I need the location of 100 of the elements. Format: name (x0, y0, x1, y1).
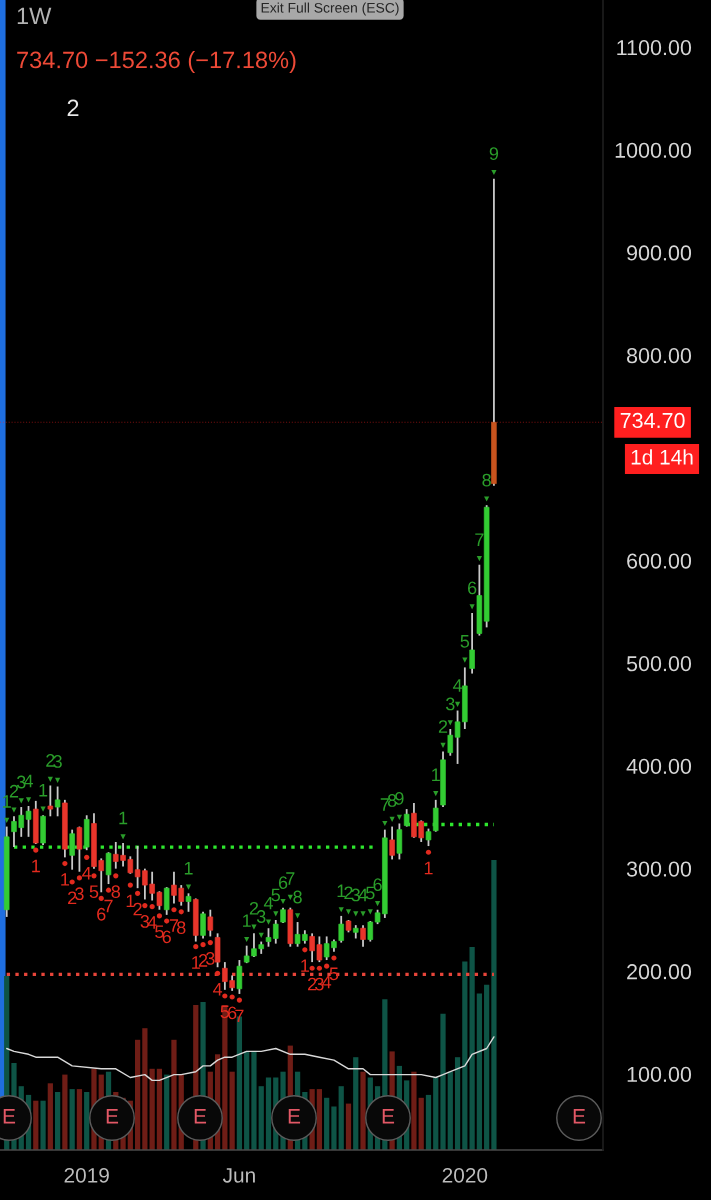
bar (222, 1005, 228, 1150)
point (222, 993, 228, 999)
y-tick-label: 300.00 (626, 861, 692, 877)
point (338, 907, 344, 913)
annotation: 5 (460, 635, 470, 648)
point (18, 798, 24, 804)
y-tick-label: 1100.00 (617, 40, 692, 56)
y-tick-label: 900.00 (627, 245, 692, 261)
annotation: 1 (192, 956, 200, 969)
point (200, 942, 206, 948)
bar (469, 947, 475, 1150)
candlestick (207, 908, 214, 938)
point (345, 909, 352, 915)
point (113, 873, 119, 879)
bar (54, 1092, 61, 1150)
candlestick (433, 798, 439, 833)
candlestick (360, 924, 366, 948)
annotation: 6 (162, 930, 171, 944)
y-tick-label: 500.00 (626, 656, 692, 672)
point (324, 963, 330, 969)
point (47, 776, 53, 782)
point (236, 997, 243, 1003)
point (135, 890, 141, 896)
text: 1d 14h (631, 449, 693, 465)
text: 734.70 −152.36 (−17.18%) (17, 51, 296, 73)
annotation: 2 (133, 902, 142, 916)
annotation: 1 (337, 884, 346, 898)
bar (360, 1071, 366, 1150)
candlestick (69, 828, 75, 871)
bar (229, 1071, 235, 1150)
candlestick (163, 886, 170, 916)
bar (134, 1039, 141, 1150)
bar (142, 1028, 148, 1150)
annotation: 3 (256, 910, 266, 923)
bar (251, 1051, 257, 1150)
annotation: 9 (489, 147, 499, 160)
bar (418, 1097, 424, 1150)
annotation: 4 (452, 679, 463, 692)
point (331, 955, 337, 961)
point (164, 918, 170, 924)
point (244, 936, 250, 943)
point (25, 797, 32, 803)
annotation: 1 (243, 914, 251, 927)
bar (411, 1071, 417, 1150)
annotation: E (573, 1109, 586, 1124)
x-tick-label: 2019 (64, 1167, 109, 1183)
point (396, 814, 402, 820)
bar (40, 1100, 46, 1150)
annotation: 2 (308, 977, 317, 991)
ref-line-label: 734.70 (620, 412, 685, 429)
bar (84, 1092, 90, 1150)
annotation: 4 (212, 983, 223, 996)
point (149, 904, 155, 910)
annotation: E (194, 1109, 207, 1124)
bar (338, 1086, 344, 1150)
point (447, 720, 453, 726)
bar (476, 993, 482, 1150)
annotation: 8 (293, 890, 302, 904)
bar (149, 1068, 155, 1150)
annotation: 6 (97, 907, 106, 921)
annotation: 2 (249, 901, 259, 915)
point (171, 907, 177, 913)
annotation: 3 (205, 952, 215, 965)
bar (69, 1089, 75, 1150)
x-tick-label: 2020 (442, 1167, 488, 1183)
point (33, 847, 39, 853)
bar (345, 1103, 352, 1150)
annotation: 6 (278, 876, 288, 889)
annotation: E (382, 1109, 395, 1124)
point (84, 854, 90, 860)
annotation: 1 (32, 859, 40, 873)
annotation: 2 (46, 754, 55, 767)
bar (454, 1057, 461, 1150)
y-tick-label: 600.00 (627, 553, 692, 569)
point (62, 860, 68, 867)
bar (156, 1068, 163, 1150)
bar (484, 984, 490, 1150)
x-tick-label: Jun (222, 1168, 255, 1183)
point (433, 791, 439, 797)
y-tick-label: 1000.00 (615, 142, 692, 158)
candlestick (236, 959, 243, 995)
annotation: 8 (482, 473, 491, 487)
bar (353, 1057, 359, 1150)
annotation: 2 (68, 891, 77, 905)
annotation: 3 (140, 915, 150, 928)
candlestick (54, 785, 61, 818)
candlestick (367, 920, 374, 943)
bar (258, 1086, 264, 1150)
annotation: 4 (82, 866, 92, 880)
point (425, 849, 432, 855)
annotation: 2 (344, 886, 353, 900)
bar (324, 1097, 330, 1150)
point (309, 965, 315, 971)
point (185, 884, 192, 890)
annotation: 1 (301, 959, 309, 972)
bar (316, 1089, 323, 1150)
bar (171, 1039, 177, 1150)
bar (425, 1094, 432, 1150)
point (265, 919, 272, 925)
annotation: 4 (263, 896, 273, 910)
